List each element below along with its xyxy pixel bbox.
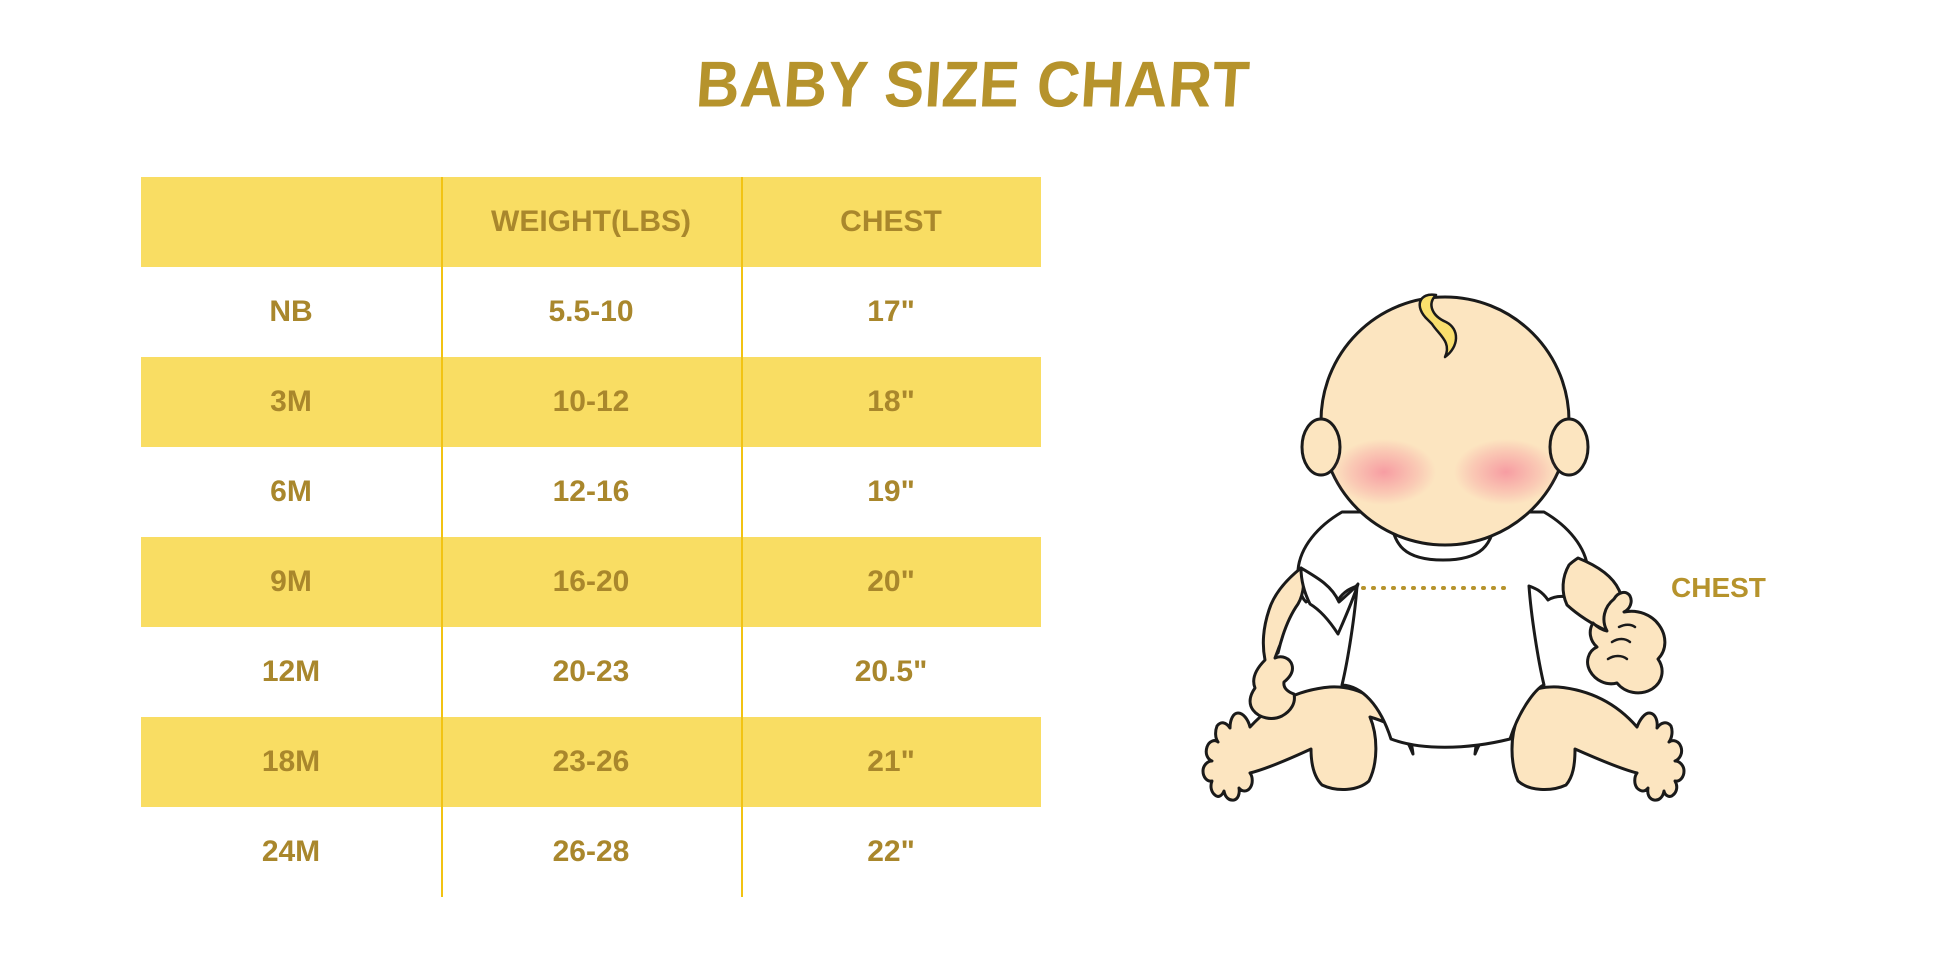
- svg-text:CHEST: CHEST: [1671, 572, 1766, 603]
